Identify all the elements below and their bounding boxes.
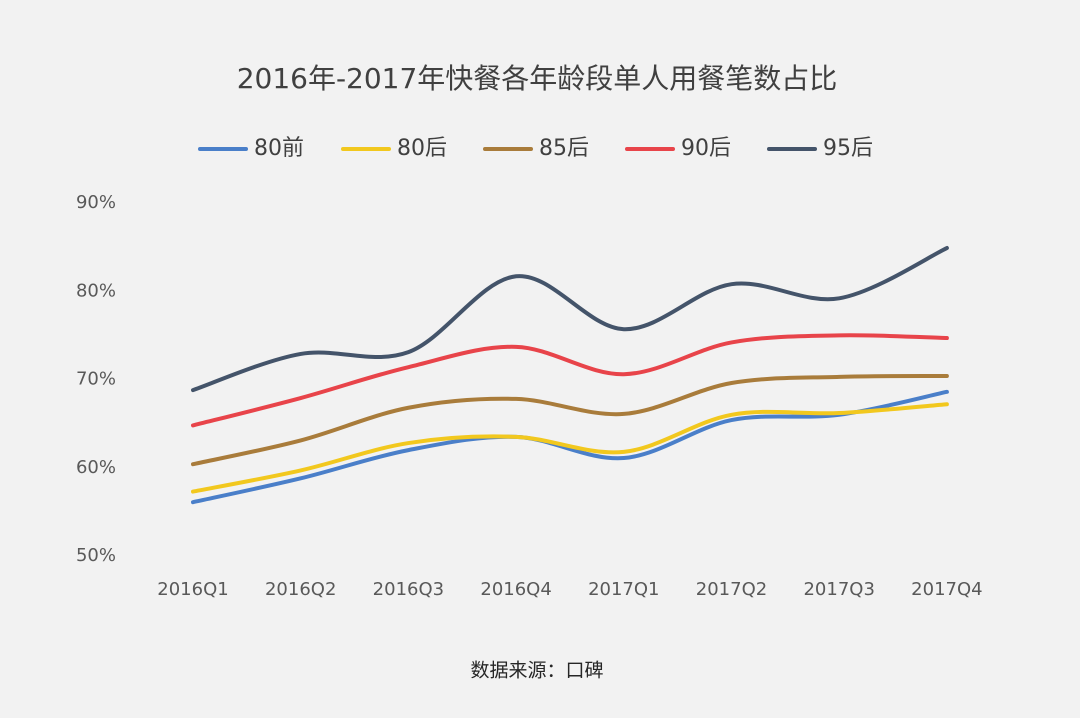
x-tick-label: 2017Q4 <box>911 579 982 600</box>
source-note: 数据来源：口碑 <box>470 660 603 682</box>
series-line <box>191 373 949 467</box>
series-line <box>191 389 949 505</box>
x-tick-label: 2017Q1 <box>588 579 659 600</box>
y-tick-label: 90% <box>76 192 116 213</box>
legend-label: 90后 <box>681 136 731 161</box>
x-tick-label: 2016Q1 <box>157 579 228 600</box>
legend-label: 95后 <box>823 136 873 161</box>
legend-label: 80后 <box>397 136 447 161</box>
x-tick-label: 2016Q3 <box>373 579 444 600</box>
series-line <box>191 333 949 428</box>
x-tick-label: 2017Q2 <box>696 579 767 600</box>
chart-title: 2016年-2017年快餐各年龄段单人用餐笔数占比 <box>237 62 838 95</box>
y-tick-label: 60% <box>76 457 116 478</box>
series-line <box>191 402 949 494</box>
legend-label: 80前 <box>254 136 304 161</box>
legend-label: 85后 <box>539 136 589 161</box>
y-tick-label: 50% <box>76 545 116 566</box>
x-tick-label: 2016Q2 <box>265 579 336 600</box>
y-tick-label: 70% <box>76 369 116 390</box>
x-tick-label: 2017Q3 <box>803 579 874 600</box>
series-line <box>191 246 949 393</box>
y-tick-label: 80% <box>76 280 116 301</box>
x-tick-label: 2016Q4 <box>480 579 551 600</box>
